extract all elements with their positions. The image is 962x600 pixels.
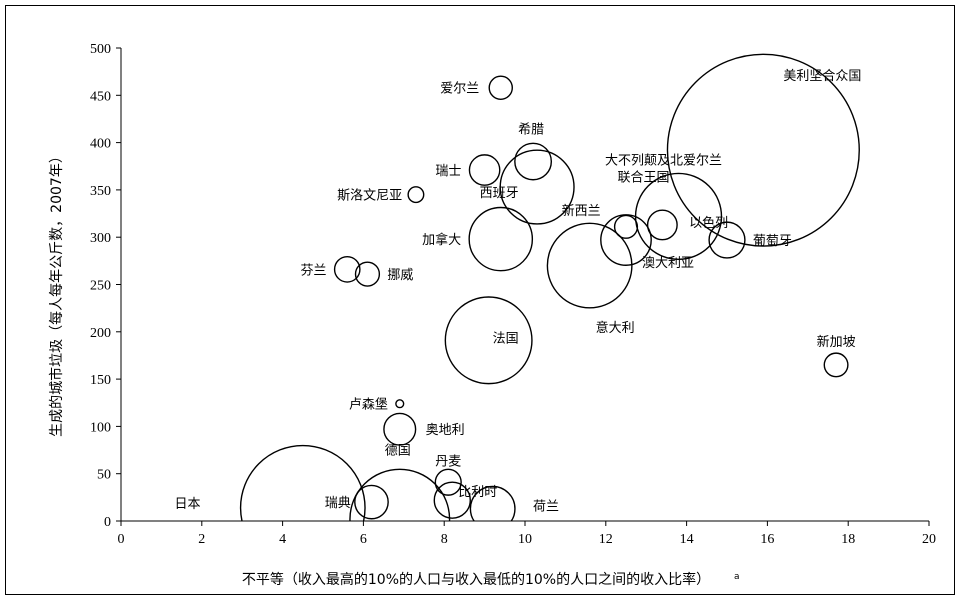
- bubble: [823, 352, 849, 378]
- bubble: [354, 484, 389, 520]
- y-tick-label: 250: [90, 279, 111, 294]
- bubble: [646, 209, 678, 241]
- bubble: [469, 485, 516, 521]
- y-tick-label: 50: [97, 468, 111, 483]
- x-axis-title: 不平等（收入最高的10%的人口与收入最低的10%的人口之间的收入比率）: [242, 571, 710, 588]
- x-tick-label: 8: [441, 532, 448, 547]
- bubble-label: 新加坡: [817, 334, 856, 350]
- x-tick-label: 18: [841, 532, 855, 547]
- bubble-label: 斯洛文尼亚: [337, 189, 402, 204]
- bubble: [546, 222, 633, 309]
- bubble-label: 美利坚合众国: [783, 69, 861, 84]
- bubble-label: 爱尔兰: [440, 82, 479, 97]
- bubble-label: 奥地利: [426, 423, 465, 438]
- bubble-label: 新西兰: [562, 203, 601, 219]
- y-tick-label: 100: [90, 420, 111, 435]
- bubble-label: 联合王国: [618, 170, 670, 185]
- y-tick-label: 400: [90, 137, 111, 152]
- bubble: [407, 186, 425, 204]
- bubble-label: 瑞士: [435, 164, 461, 179]
- x-tick-label: 12: [599, 532, 613, 547]
- bubble-label: 以色列: [689, 215, 728, 231]
- bubble-label: 加拿大: [422, 232, 461, 248]
- bubble-label: 日本: [175, 497, 201, 512]
- x-tick-label: 14: [680, 532, 694, 547]
- bubble: [433, 481, 471, 519]
- x-tick-label: 4: [279, 532, 286, 547]
- bubble-label: 希腊: [518, 122, 544, 137]
- bubble: [383, 412, 417, 446]
- bubble-label: 荷兰: [533, 500, 559, 515]
- bubble-label: 德国: [385, 443, 411, 458]
- x-tick-label: 0: [118, 532, 125, 547]
- bubble: [239, 444, 366, 521]
- y-tick-label: 300: [90, 231, 111, 246]
- bubble-label: 瑞典: [325, 496, 351, 511]
- bubble: [600, 214, 652, 266]
- bubble-label: 意大利: [596, 320, 635, 336]
- bubble: [666, 53, 860, 247]
- x-axis-title-superscript: a: [734, 572, 740, 582]
- bubble: [333, 256, 361, 283]
- bubble: [468, 154, 501, 186]
- bubble-label: 丹麦: [435, 454, 461, 469]
- y-axis-title: 生成的城市垃圾（每人每年公斤数，2007年）: [48, 149, 65, 437]
- bubble: [708, 221, 746, 259]
- bubbles: [239, 53, 860, 521]
- bubble: [499, 149, 575, 225]
- x-tick-label: 2: [198, 532, 205, 547]
- bubble-label: 卢森堡: [349, 397, 388, 413]
- bubble: [444, 296, 533, 385]
- bubble: [354, 261, 381, 287]
- bubble-label: 挪威: [387, 268, 413, 283]
- x-tick-label: 20: [922, 532, 936, 547]
- y-tick-label: 150: [90, 373, 111, 388]
- bubble: [434, 468, 462, 496]
- x-tick-label: 10: [518, 532, 532, 547]
- y-tick-label: 0: [104, 515, 111, 530]
- bubble-label: 澳大利亚: [642, 255, 694, 271]
- x-tick-label: 6: [360, 532, 367, 547]
- bubble: [395, 399, 405, 409]
- y-tick-label: 200: [90, 326, 111, 341]
- y-tick-label: 350: [90, 184, 111, 199]
- bubble-label: 比利时: [458, 485, 497, 500]
- bubble-label: 西班牙: [480, 186, 519, 201]
- axes: 0 50 100 150 200 250 300 350 400 450 500 0 2 4 6 8 10 12 1…: [90, 42, 936, 547]
- bubble-label: 芬兰: [301, 263, 327, 278]
- bubble-label: 大不列颠及北爱尔兰: [605, 153, 722, 168]
- bubble-label: 法国: [493, 331, 519, 346]
- y-tick-label: 500: [90, 42, 111, 57]
- chart-frame: 0 50 100 150 200 250 300 350 400 450 500 0 2 4 6 8 10 12 1…: [5, 5, 955, 595]
- bubble-chart: 0 50 100 150 200 250 300 350 400 450 500 0 2 4 6 8 10 12 1…: [48, 42, 936, 588]
- bubble: [468, 206, 534, 272]
- bubble: [514, 142, 553, 181]
- x-tick-label: 16: [760, 532, 774, 547]
- bubble: [488, 75, 513, 100]
- bubble-label: 葡萄牙: [753, 234, 792, 249]
- bubble: [349, 468, 451, 521]
- y-tick-label: 450: [90, 89, 111, 104]
